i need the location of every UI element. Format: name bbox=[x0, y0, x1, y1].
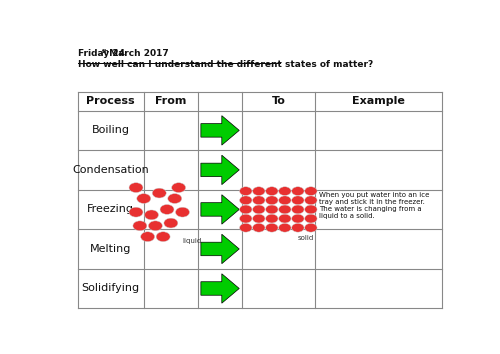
Circle shape bbox=[304, 214, 317, 223]
Circle shape bbox=[304, 196, 317, 205]
Circle shape bbox=[266, 223, 278, 232]
Circle shape bbox=[129, 183, 143, 193]
Polygon shape bbox=[201, 234, 239, 264]
Text: Condensation: Condensation bbox=[72, 165, 149, 175]
Circle shape bbox=[168, 194, 181, 204]
Circle shape bbox=[278, 205, 291, 214]
Text: March 2017: March 2017 bbox=[106, 49, 168, 58]
Circle shape bbox=[240, 223, 252, 232]
Text: Melting: Melting bbox=[90, 244, 132, 254]
Circle shape bbox=[252, 187, 265, 195]
Text: Freezing: Freezing bbox=[88, 205, 134, 215]
Circle shape bbox=[240, 205, 252, 214]
Circle shape bbox=[266, 205, 278, 214]
Circle shape bbox=[172, 183, 185, 193]
Text: Friday 24: Friday 24 bbox=[78, 49, 125, 58]
Text: th: th bbox=[102, 49, 110, 54]
Circle shape bbox=[278, 187, 291, 195]
Text: Boiling: Boiling bbox=[92, 125, 130, 135]
Circle shape bbox=[133, 221, 147, 231]
Circle shape bbox=[278, 214, 291, 223]
Circle shape bbox=[266, 187, 278, 195]
Polygon shape bbox=[201, 195, 239, 224]
Circle shape bbox=[304, 187, 317, 195]
Circle shape bbox=[252, 223, 265, 232]
Text: liquid: liquid bbox=[182, 238, 202, 244]
Circle shape bbox=[240, 187, 252, 195]
Circle shape bbox=[278, 196, 291, 205]
Circle shape bbox=[278, 223, 291, 232]
Circle shape bbox=[304, 223, 317, 232]
Circle shape bbox=[292, 223, 304, 232]
Circle shape bbox=[164, 218, 178, 228]
Polygon shape bbox=[201, 116, 239, 145]
Circle shape bbox=[252, 205, 265, 214]
Text: From: From bbox=[155, 96, 186, 106]
Circle shape bbox=[129, 207, 143, 217]
Text: How well can I understand the different states of matter?: How well can I understand the different … bbox=[78, 60, 373, 69]
Text: solid: solid bbox=[298, 235, 314, 241]
Circle shape bbox=[252, 196, 265, 205]
Text: Solidifying: Solidifying bbox=[82, 284, 140, 293]
Circle shape bbox=[304, 205, 317, 214]
Circle shape bbox=[266, 196, 278, 205]
Text: When you put water into an ice
tray and stick it in the freezer.
The water is ch: When you put water into an ice tray and … bbox=[318, 193, 429, 219]
Circle shape bbox=[148, 221, 162, 231]
Circle shape bbox=[252, 214, 265, 223]
Text: To: To bbox=[272, 96, 285, 106]
Circle shape bbox=[240, 214, 252, 223]
Circle shape bbox=[140, 232, 154, 241]
Circle shape bbox=[176, 207, 190, 217]
Circle shape bbox=[240, 196, 252, 205]
Circle shape bbox=[292, 205, 304, 214]
Circle shape bbox=[292, 187, 304, 195]
Circle shape bbox=[152, 188, 166, 198]
Polygon shape bbox=[201, 155, 239, 185]
Text: Process: Process bbox=[86, 96, 135, 106]
Text: Example: Example bbox=[352, 96, 405, 106]
Polygon shape bbox=[201, 274, 239, 303]
Circle shape bbox=[137, 194, 150, 204]
Circle shape bbox=[266, 214, 278, 223]
Circle shape bbox=[160, 205, 174, 214]
Circle shape bbox=[156, 232, 170, 241]
Circle shape bbox=[144, 210, 158, 220]
Circle shape bbox=[292, 196, 304, 205]
Circle shape bbox=[292, 214, 304, 223]
